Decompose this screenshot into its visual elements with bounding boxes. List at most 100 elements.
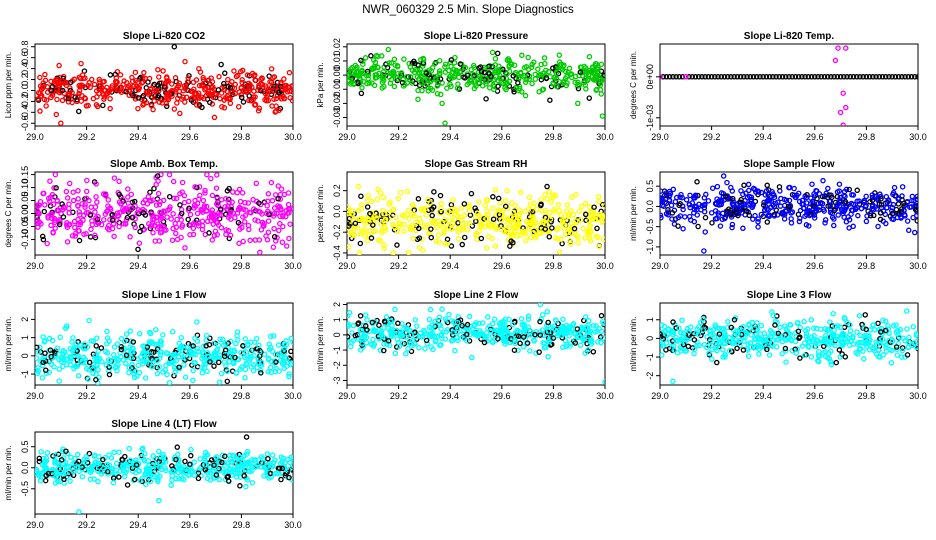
data-point xyxy=(404,211,410,218)
data-point xyxy=(35,217,39,224)
data-point xyxy=(532,76,539,82)
data-point xyxy=(710,326,717,333)
data-point xyxy=(454,85,461,91)
data-point xyxy=(88,338,95,344)
data-point xyxy=(828,74,834,80)
data-point xyxy=(381,242,387,248)
data-point xyxy=(902,74,908,80)
data-point xyxy=(423,224,429,230)
data-point xyxy=(199,370,206,376)
data-point xyxy=(904,326,910,332)
data-point xyxy=(127,457,134,464)
data-point xyxy=(122,221,129,227)
data-point xyxy=(777,324,783,331)
data-point xyxy=(530,337,537,343)
data-point xyxy=(106,222,112,229)
data-point xyxy=(578,64,585,71)
data-point xyxy=(538,61,544,68)
data-point xyxy=(576,82,583,89)
y-tick-label: 1 xyxy=(20,335,30,340)
data-point xyxy=(552,192,559,199)
x-tick-label: 30.0 xyxy=(284,520,302,530)
data-point xyxy=(834,74,841,80)
data-point xyxy=(533,350,539,356)
data-point xyxy=(580,225,587,232)
y-tick-label: -0.4 xyxy=(332,245,342,261)
data-point xyxy=(837,74,844,80)
data-point xyxy=(43,455,50,461)
data-point xyxy=(395,320,401,327)
y-axis-label: ml/min per min. xyxy=(4,317,13,372)
data-point xyxy=(272,457,278,464)
data-point xyxy=(696,201,702,208)
data-point xyxy=(365,192,372,199)
data-point xyxy=(35,355,40,361)
data-point xyxy=(289,83,293,90)
data-point xyxy=(461,234,468,241)
data-point xyxy=(905,74,912,80)
data-point xyxy=(854,351,861,357)
data-point xyxy=(876,74,883,80)
data-point xyxy=(258,360,265,366)
data-point xyxy=(788,220,795,226)
data-point xyxy=(390,250,397,255)
data-point xyxy=(352,220,359,227)
data-point xyxy=(727,196,733,202)
data-point xyxy=(91,453,98,459)
data-point xyxy=(837,354,844,360)
data-point xyxy=(872,193,879,200)
data-point xyxy=(506,68,513,75)
data-point xyxy=(741,182,747,189)
data-point xyxy=(883,194,890,200)
data-point xyxy=(660,214,664,221)
data-point xyxy=(77,212,83,218)
data-point xyxy=(60,75,66,82)
data-point xyxy=(700,316,706,322)
data-point xyxy=(371,228,377,235)
data-point xyxy=(555,330,562,337)
data-point xyxy=(519,52,525,59)
data-point xyxy=(89,221,96,228)
data-point xyxy=(582,350,588,356)
y-tick-label: -1.0 xyxy=(645,239,655,255)
data-point xyxy=(410,204,417,210)
data-point xyxy=(439,335,445,342)
data-point xyxy=(455,228,461,235)
data-point xyxy=(414,74,421,80)
data-point xyxy=(545,69,552,75)
data-point xyxy=(88,468,95,474)
data-point xyxy=(578,217,584,223)
data-point xyxy=(795,74,802,80)
data-point xyxy=(568,208,574,214)
data-point xyxy=(561,62,567,68)
x-tick-label: 29.6 xyxy=(806,261,824,271)
data-point xyxy=(243,84,249,91)
data-point xyxy=(50,201,57,207)
data-point xyxy=(837,109,844,116)
data-point xyxy=(502,316,509,322)
data-point xyxy=(427,85,434,92)
data-point xyxy=(381,73,387,80)
y-tick-label: 1 xyxy=(332,317,342,322)
data-point xyxy=(495,83,501,89)
data-points xyxy=(347,183,605,255)
data-point xyxy=(397,189,404,196)
data-point xyxy=(751,339,758,346)
data-point xyxy=(442,69,449,75)
data-point xyxy=(776,184,783,190)
data-point xyxy=(670,186,677,193)
data-point xyxy=(499,212,505,219)
data-point xyxy=(392,62,398,68)
data-point xyxy=(271,205,278,211)
data-point xyxy=(537,329,543,335)
data-point xyxy=(831,216,837,222)
data-point xyxy=(805,74,812,80)
data-point xyxy=(160,208,167,214)
data-point xyxy=(69,464,76,471)
data-point xyxy=(261,473,267,479)
data-point xyxy=(797,207,804,214)
data-point xyxy=(666,197,673,204)
data-point xyxy=(545,354,551,360)
data-point xyxy=(564,342,570,348)
data-point xyxy=(403,325,410,331)
